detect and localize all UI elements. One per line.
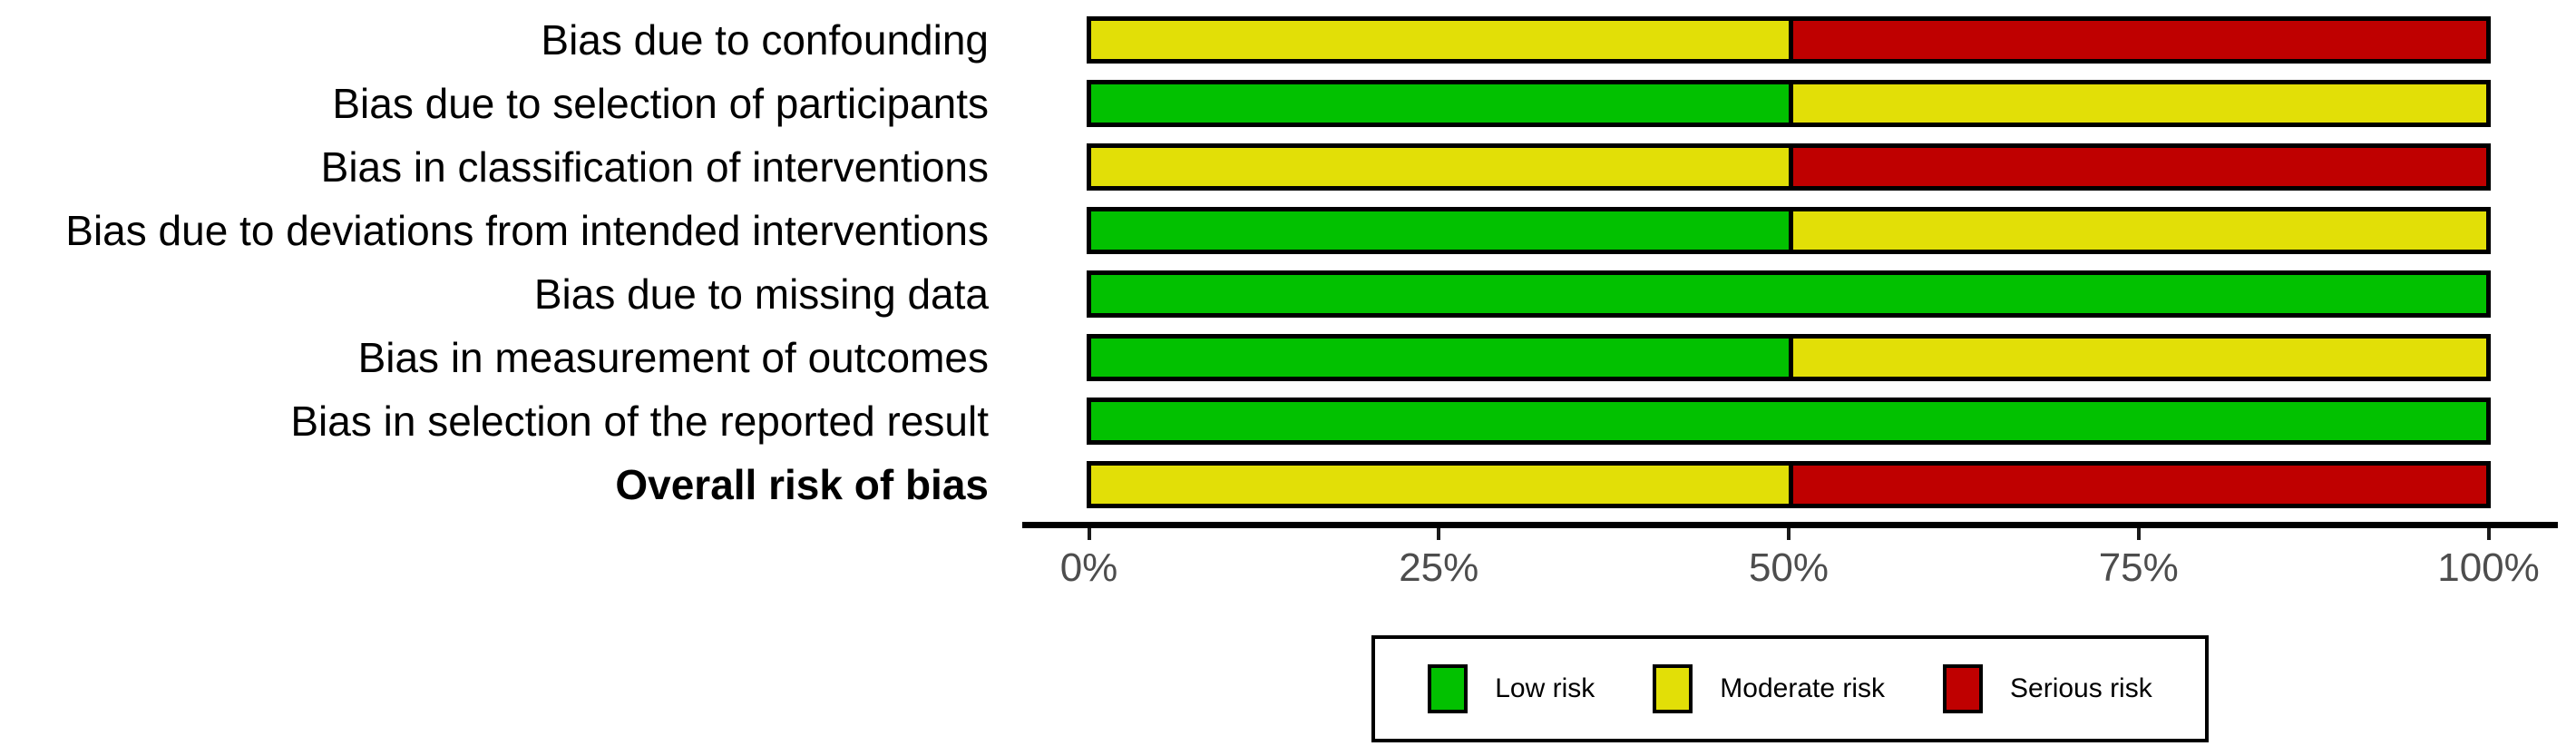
bar-segment-serious-risk [1789, 466, 2486, 504]
category-label: Bias due to missing data [533, 270, 989, 318]
bar-track [1087, 16, 2491, 64]
x-tick-mark [1787, 528, 1791, 540]
bar-track [1087, 270, 2491, 318]
x-axis: 0% 25% 50% 75% 100% [1022, 522, 2558, 594]
bar-segment-low-risk [1091, 402, 2486, 440]
bar-row: Bias due to deviations from intended int… [0, 199, 2576, 262]
bar-segment-moderate-risk [1789, 211, 2486, 250]
x-tick-label: 50% [1748, 545, 1830, 590]
bar-track [1087, 143, 2491, 191]
bar-track [1087, 461, 2491, 508]
bar-segment-moderate-risk [1789, 84, 2486, 123]
bar-segment-moderate-risk [1091, 148, 1789, 186]
legend-swatch-low-risk [1428, 664, 1469, 713]
x-tick-mark [2136, 528, 2141, 540]
bar-segment-serious-risk [1789, 148, 2486, 186]
legend-item: Low risk [1428, 664, 1595, 713]
category-label: Bias in measurement of outcomes [357, 333, 989, 381]
category-label: Bias in selection of the reported result [290, 397, 989, 445]
bar-segment-low-risk [1091, 84, 1789, 123]
category-label: Bias due to deviations from intended int… [65, 206, 989, 254]
bar-segment-low-risk [1091, 211, 1789, 250]
bar-row: Bias in measurement of outcomes [0, 326, 2576, 389]
bar-segment-moderate-risk [1789, 339, 2486, 377]
x-tick-label: 75% [2098, 545, 2179, 590]
bar-row: Bias due to confounding [0, 8, 2576, 72]
bar-track [1087, 334, 2491, 381]
x-tick-label: 0% [1059, 545, 1118, 590]
x-tick-mark [1087, 528, 1091, 540]
legend-label: Low risk [1495, 673, 1595, 703]
category-label: Bias in classification of interventions [320, 142, 989, 191]
bar-segment-low-risk [1091, 339, 1789, 377]
bar-track [1087, 80, 2491, 127]
x-tick-label: 100% [2437, 545, 2540, 590]
legend-box: Low risk Moderate risk Serious risk [1371, 635, 2209, 742]
bar-row: Overall risk of bias [0, 453, 2576, 516]
category-label: Overall risk of bias [615, 460, 989, 508]
bar-segment-serious-risk [1789, 21, 2486, 59]
category-label: Bias due to selection of participants [332, 79, 989, 127]
bar-rows: Bias due to confounding Bias due to selec… [0, 8, 2576, 516]
x-tick-label: 25% [1399, 545, 1479, 590]
legend-label: Moderate risk [1720, 673, 1886, 703]
category-label: Bias due to confounding [541, 15, 989, 64]
legend: Low risk Moderate risk Serious risk [1022, 635, 2558, 742]
bar-row: Bias due to missing data [0, 262, 2576, 326]
bar-segment-moderate-risk [1091, 466, 1789, 504]
legend-item: Moderate risk [1653, 664, 1885, 713]
bar-track [1087, 398, 2491, 445]
x-axis-line [1022, 522, 2558, 528]
bar-segment-moderate-risk [1091, 21, 1789, 59]
bar-row: Bias in selection of the reported result [0, 389, 2576, 453]
bar-segment-low-risk [1091, 275, 2486, 313]
bar-track [1087, 207, 2491, 254]
legend-swatch-serious-risk [1943, 664, 1984, 713]
x-tick-mark [1437, 528, 1441, 540]
legend-swatch-moderate-risk [1653, 664, 1693, 713]
bar-row: Bias due to selection of participants [0, 72, 2576, 135]
legend-item: Serious risk [1943, 664, 2152, 713]
bar-row: Bias in classification of interventions [0, 135, 2576, 199]
x-tick-mark [2486, 528, 2491, 540]
legend-label: Serious risk [2010, 673, 2152, 703]
